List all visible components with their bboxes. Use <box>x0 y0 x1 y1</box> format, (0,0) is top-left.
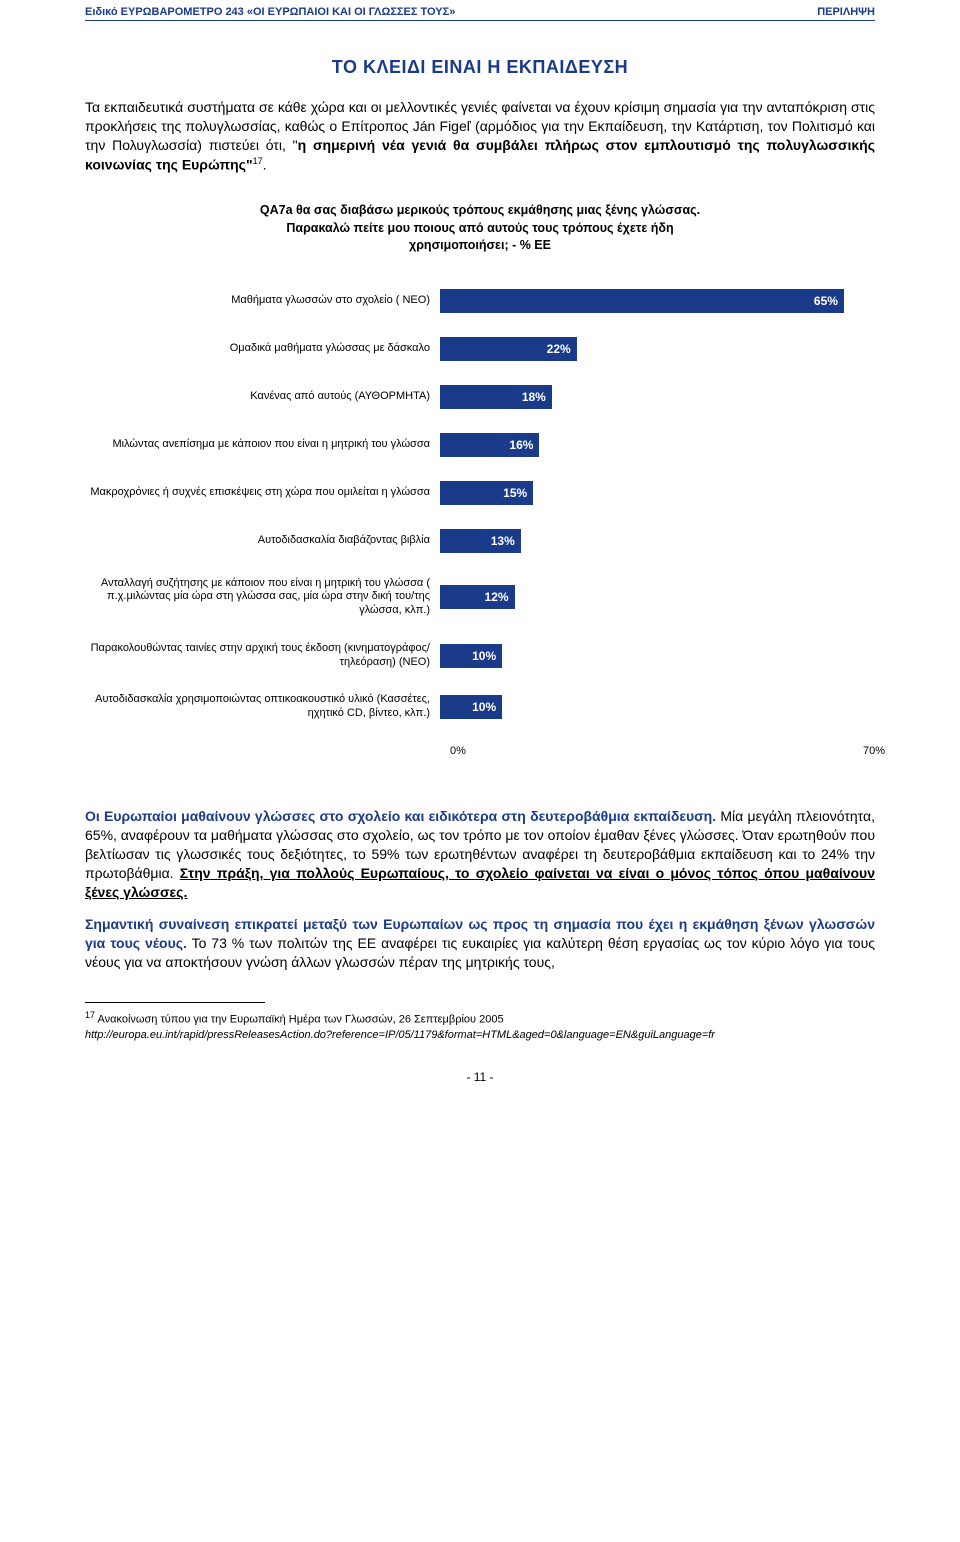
chart-x-axis: 0% 70% <box>450 745 885 757</box>
chart-bar-area: 16% <box>440 433 875 457</box>
chart-bar-value: 65% <box>814 294 838 308</box>
footnote-link: http://europa.eu.int/rapid/pressReleases… <box>85 1029 715 1041</box>
document-page: Ειδικό ΕΥΡΩΒΑΡΟΜΕΤΡΟ 243 «ΟΙ ΕΥΡΩΠΑΙΟΙ Κ… <box>0 0 960 1124</box>
footnote-ref: 17 <box>253 156 263 166</box>
footnote: 17 Ανακοίνωση τύπου για την Ευρωπαϊκή Ημ… <box>85 1009 875 1042</box>
chart-row: Ομαδικά μαθήματα γλώσσας με δάσκαλο 22% <box>85 337 875 361</box>
body-paragraph-2: Σημαντική συναίνεση επικρατεί μεταξύ των… <box>85 915 875 972</box>
chart-bar-value: 16% <box>509 438 533 452</box>
chart-bar-label: Ανταλλαγή συζήτησης με κάποιον που είναι… <box>85 577 440 618</box>
chart-bar-label: Μιλώντας ανεπίσημα με κάποιον που είναι … <box>85 438 440 452</box>
chart-bar: 18% <box>440 385 552 409</box>
chart-bar-area: 13% <box>440 529 875 553</box>
chart-row: Μαθήματα γλωσσών στο σχολείο ( ΝΕΟ) 65% <box>85 289 875 313</box>
body-paragraph-1: Οι Ευρωπαίοι μαθαίνουν γλώσσες στο σχολε… <box>85 807 875 901</box>
chart-bar: 12% <box>440 585 515 609</box>
chart-bar-label: Ομαδικά μαθήματα γλώσσας με δάσκαλο <box>85 342 440 356</box>
chart-title-line3: χρησιμοποιήσει; - % ΕΕ <box>409 238 551 252</box>
chart-bar-label: Παρακολουθώντας ταινίες στην αρχική τους… <box>85 642 440 670</box>
intro-paragraph: Τα εκπαιδευτικά συστήματα σε κάθε χώρα κ… <box>85 98 875 174</box>
chart-bar-label: Κανένας από αυτούς (ΑΥΘΟΡΜΗΤΑ) <box>85 390 440 404</box>
header-right: ΠΕΡΙΛΗΨΗ <box>817 6 875 18</box>
chart-row: Μακροχρόνιες ή συχνές επισκέψεις στη χώρ… <box>85 481 875 505</box>
page-number: - 11 - <box>85 1070 875 1084</box>
footnote-marker: 17 <box>85 1010 95 1020</box>
chart-bar: 65% <box>440 289 844 313</box>
chart-title: QA7a θα σας διαβάσω μερικούς τρόπους εκμ… <box>180 202 780 255</box>
chart-bar: 16% <box>440 433 539 457</box>
header-left: Ειδικό ΕΥΡΩΒΑΡΟΜΕΤΡΟ 243 «ΟΙ ΕΥΡΩΠΑΙΟΙ Κ… <box>85 6 455 18</box>
chart-row: Κανένας από αυτούς (ΑΥΘΟΡΜΗΤΑ) 18% <box>85 385 875 409</box>
chart-bar: 10% <box>440 695 502 719</box>
chart-row: Ανταλλαγή συζήτησης με κάποιον που είναι… <box>85 577 875 618</box>
chart-bar: 13% <box>440 529 521 553</box>
footnote-text: Ανακοίνωση τύπου για την Ευρωπαϊκή Ημέρα… <box>95 1014 504 1026</box>
chart-bar-value: 10% <box>472 649 496 663</box>
chart-bar-value: 15% <box>503 486 527 500</box>
body-p2-text: Το 73 % των πολιτών της ΕΕ αναφέρει τις … <box>85 935 875 970</box>
bar-chart: Μαθήματα γλωσσών στο σχολείο ( ΝΕΟ) 65% Ομ… <box>85 289 875 721</box>
chart-bar: 10% <box>440 644 502 668</box>
chart-bar-area: 12% <box>440 585 875 609</box>
chart-row: Παρακολουθώντας ταινίες στην αρχική τους… <box>85 642 875 670</box>
x-axis-min: 0% <box>450 745 466 757</box>
chart-row: Αυτοδιδασκαλία διαβάζοντας βιβλία 13% <box>85 529 875 553</box>
chart-bar-label: Αυτοδιδασκαλία διαβάζοντας βιβλία <box>85 534 440 548</box>
chart-row: Αυτοδιδασκαλία χρησιμοποιώντας οπτικοακο… <box>85 693 875 721</box>
chart-bar-value: 18% <box>522 390 546 404</box>
chart-bar-area: 22% <box>440 337 875 361</box>
footnote-separator <box>85 1002 265 1003</box>
body-p1-underline: Στην πράξη, για πολλούς Ευρωπαίους, το σ… <box>85 865 875 900</box>
x-axis-max: 70% <box>863 745 885 757</box>
chart-bar-value: 22% <box>547 342 571 356</box>
chart-row: Μιλώντας ανεπίσημα με κάποιον που είναι … <box>85 433 875 457</box>
chart-bar-area: 10% <box>440 695 875 719</box>
chart-title-line1: QA7a θα σας διαβάσω μερικούς τρόπους εκμ… <box>260 203 700 217</box>
chart-bar-area: 18% <box>440 385 875 409</box>
chart-bar-area: 10% <box>440 644 875 668</box>
chart-bar: 22% <box>440 337 577 361</box>
chart-bar-label: Μακροχρόνιες ή συχνές επισκέψεις στη χώρ… <box>85 486 440 500</box>
chart-bar-area: 65% <box>440 289 875 313</box>
chart-title-line2: Παρακαλώ πείτε μου ποιους από αυτούς του… <box>286 221 673 235</box>
body-p1-bold: Οι Ευρωπαίοι μαθαίνουν γλώσσες στο σχολε… <box>85 808 716 824</box>
chart-bar-label: Αυτοδιδασκαλία χρησιμοποιώντας οπτικοακο… <box>85 693 440 721</box>
chart-bar-value: 12% <box>485 590 509 604</box>
intro-text-d: . <box>263 156 267 172</box>
page-title: ΤΟ ΚΛΕΙΔΙ ΕΙΝΑΙ Η ΕΚΠΑΙΔΕΥΣΗ <box>85 57 875 78</box>
chart-bar-value: 13% <box>491 534 515 548</box>
chart-bar-area: 15% <box>440 481 875 505</box>
chart-bar: 15% <box>440 481 533 505</box>
chart-bar-label: Μαθήματα γλωσσών στο σχολείο ( ΝΕΟ) <box>85 294 440 308</box>
chart-bar-value: 10% <box>472 700 496 714</box>
page-header: Ειδικό ΕΥΡΩΒΑΡΟΜΕΤΡΟ 243 «ΟΙ ΕΥΡΩΠΑΙΟΙ Κ… <box>85 0 875 21</box>
